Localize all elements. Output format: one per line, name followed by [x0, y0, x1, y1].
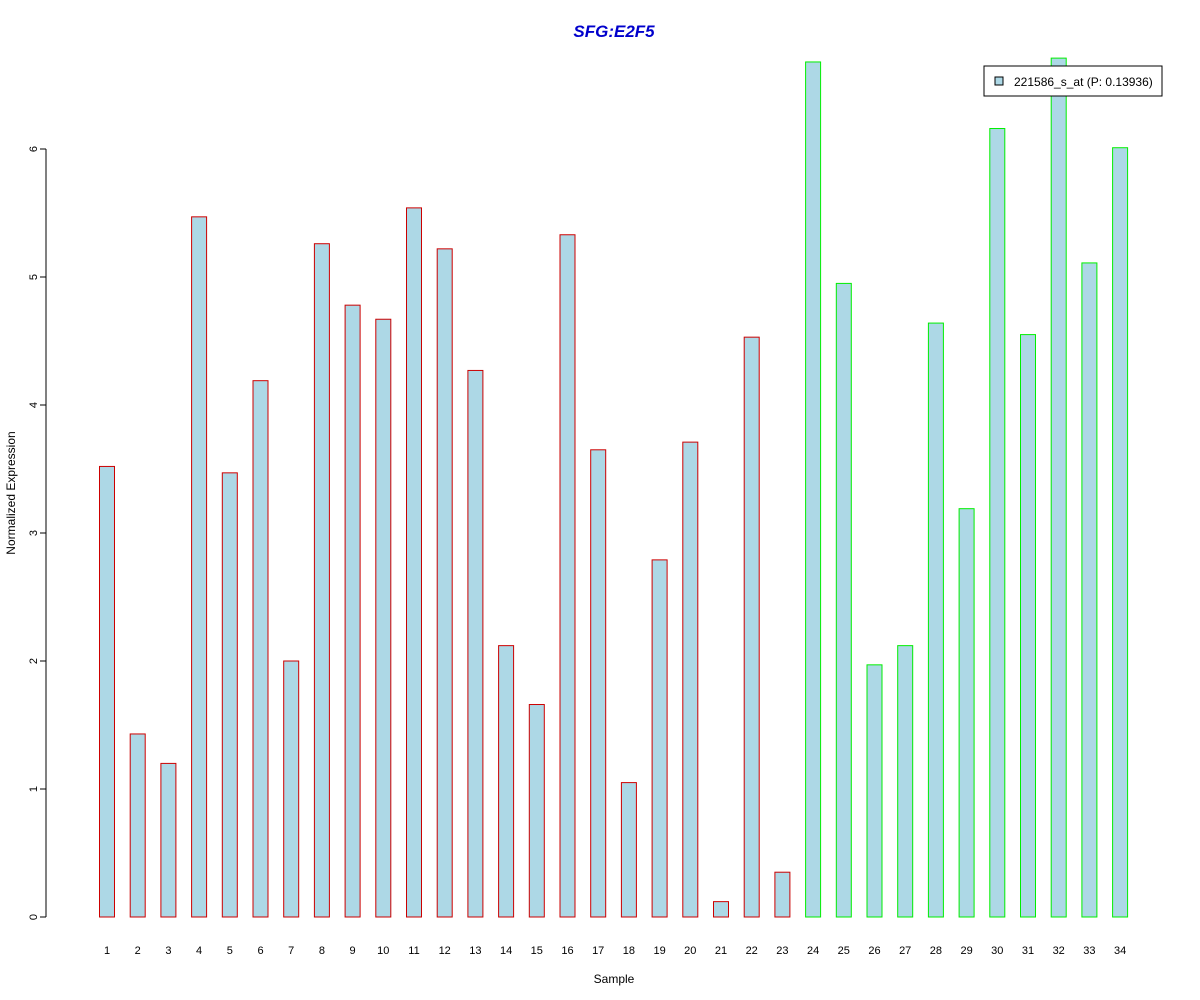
y-tick-label: 2	[28, 658, 40, 664]
bar-sample-18	[620, 782, 637, 918]
bars	[99, 57, 1129, 918]
x-tick-label: 23	[776, 945, 788, 957]
bar-sample-32	[1050, 57, 1067, 918]
bar-sample-24	[805, 61, 822, 918]
legend-label: 221586_s_at (P: 0.13936)	[1014, 75, 1153, 89]
bar-sample-20	[682, 441, 699, 918]
x-tick-label: 30	[991, 945, 1003, 957]
x-tick-label: 32	[1053, 945, 1065, 957]
x-tick-label: 34	[1114, 945, 1126, 957]
legend: 221586_s_at (P: 0.13936)	[983, 65, 1163, 97]
x-tick-label: 11	[408, 945, 419, 957]
x-tick-label: 14	[500, 945, 512, 957]
x-tick-label: 6	[257, 945, 263, 957]
bar-sample-3	[160, 762, 177, 918]
x-tick-label: 29	[960, 945, 972, 957]
chart-title: SFG:E2F5	[573, 22, 655, 41]
x-tick-label: 9	[350, 945, 356, 957]
bar-sample-22	[743, 336, 760, 918]
x-tick-label: 15	[531, 945, 543, 957]
x-tick-label: 2	[135, 945, 141, 957]
bar-sample-12	[436, 248, 453, 918]
x-tick-label: 26	[868, 945, 880, 957]
x-tick-label: 24	[807, 945, 819, 957]
x-tick-label: 28	[930, 945, 942, 957]
x-tick-label: 22	[746, 945, 758, 957]
bar-sample-31	[1020, 334, 1036, 918]
y-tick-label: 4	[28, 402, 40, 408]
x-tick-label: 10	[377, 945, 389, 957]
bar-sample-7	[283, 660, 300, 918]
legend-box	[983, 65, 1163, 97]
x-tick-label: 27	[899, 945, 911, 957]
x-tick-label: 7	[288, 945, 294, 957]
x-tick-label: 25	[838, 945, 850, 957]
x-tick-label: 19	[653, 945, 665, 957]
legend-swatch	[994, 76, 1004, 86]
bar-sample-15	[528, 704, 545, 918]
y-axis-label: Normalized Expression	[4, 431, 18, 554]
x-tick-label: 18	[623, 945, 635, 957]
x-tick-label: 20	[684, 945, 696, 957]
y-tick-label: 0	[28, 914, 40, 920]
bar-sample-33	[1081, 262, 1098, 918]
bar-sample-28	[927, 322, 944, 918]
bar-sample-19	[651, 559, 668, 918]
bar-sample-9	[344, 304, 361, 918]
x-tick-label: 5	[227, 945, 233, 957]
bar-sample-27	[897, 645, 914, 918]
bar-sample-25	[835, 282, 852, 918]
x-tick-label: 13	[469, 945, 481, 957]
x-axis-label: Sample	[594, 972, 635, 986]
y-tick-label: 5	[28, 274, 40, 280]
bar-sample-6	[252, 380, 269, 918]
x-tick-label: 3	[165, 945, 171, 957]
x-tick-label: 8	[319, 945, 325, 957]
bar-sample-17	[590, 449, 607, 918]
bar-sample-11	[406, 207, 422, 918]
bar-sample-16	[559, 234, 576, 918]
bar-sample-26	[866, 664, 883, 918]
bar-sample-8	[313, 243, 330, 918]
x-tick-label: 31	[1022, 945, 1034, 957]
bar-sample-23	[774, 871, 791, 918]
bar-sample-34	[1112, 147, 1129, 918]
bar-sample-21	[713, 901, 729, 918]
y-tick-label: 3	[28, 530, 40, 536]
bar-sample-14	[498, 645, 515, 918]
x-tick-label: 21	[715, 945, 727, 957]
x-tick-label: 4	[196, 945, 202, 957]
bar-sample-2	[129, 733, 146, 918]
y-axis: 0 1 2 3 4 5 6	[28, 146, 46, 920]
y-tick-label: 6	[28, 146, 40, 152]
bar-sample-30	[989, 128, 1006, 918]
bar-sample-29	[958, 508, 975, 918]
bar-sample-10	[375, 318, 392, 918]
bar-sample-5	[221, 472, 238, 918]
x-tick-label: 16	[561, 945, 573, 957]
x-tick-label: 17	[592, 945, 604, 957]
bar-sample-1	[99, 465, 115, 918]
x-tick-label: 12	[439, 945, 451, 957]
bar-sample-13	[467, 369, 484, 918]
x-tick-label: 33	[1083, 945, 1095, 957]
x-axis: 1 2 3 4 5 6 7 8 9 10 11 12 13 14 15 16 17 18 19 20 21 22 23 24 2…	[104, 945, 1126, 957]
x-tick-label: 1	[104, 945, 110, 957]
bar-sample-4	[191, 216, 208, 918]
y-tick-label: 1	[28, 786, 40, 792]
